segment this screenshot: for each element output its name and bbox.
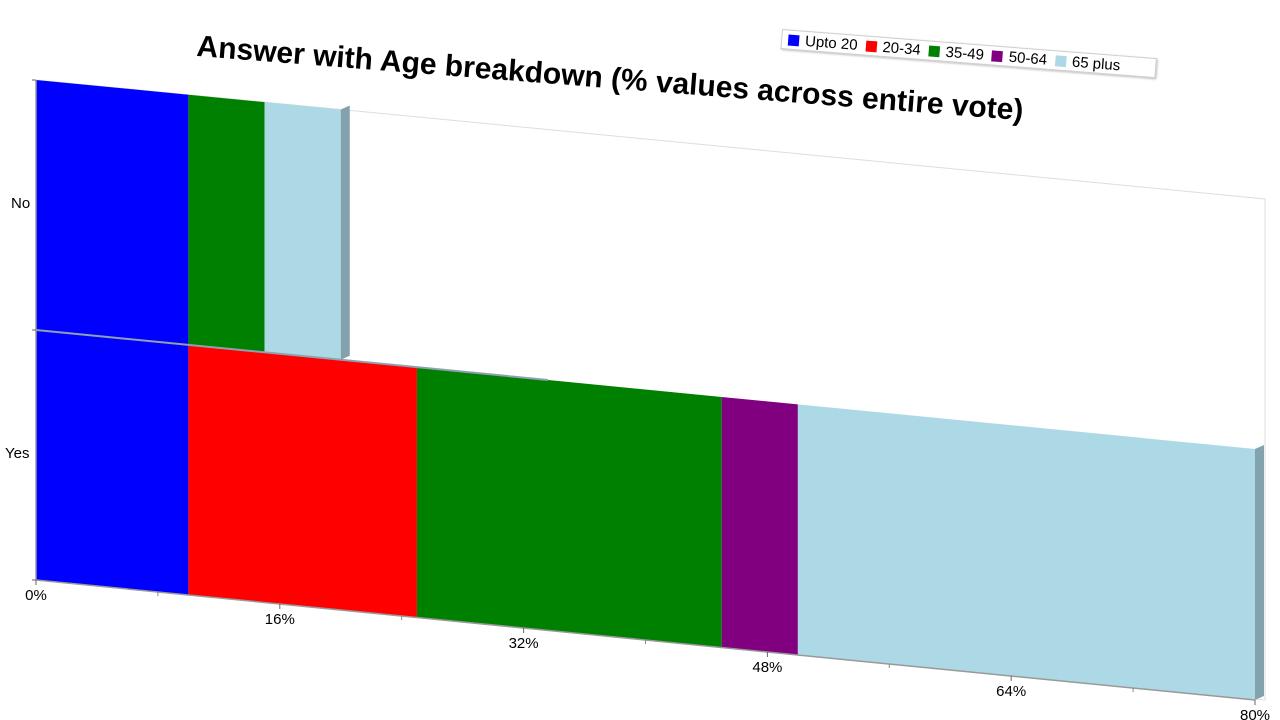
x-tick-label: 48%	[752, 659, 782, 676]
bar-side-face	[340, 105, 350, 360]
x-tick-label: 32%	[509, 635, 539, 652]
x-tick-label: 0%	[25, 587, 47, 604]
bar-segment	[797, 404, 1255, 700]
bar-segment	[36, 330, 189, 595]
x-tick-label: 80%	[1240, 707, 1270, 720]
x-tick-label: 16%	[265, 611, 295, 628]
category-label-yes: Yes	[5, 445, 30, 462]
bar-segment	[188, 94, 265, 353]
bar-side-face	[1255, 445, 1264, 700]
band-divider	[35, 329, 549, 381]
category-label-no: No	[11, 195, 31, 212]
bar-segment	[416, 367, 722, 648]
x-tick-label: 64%	[996, 683, 1026, 700]
bar-segment	[188, 344, 417, 618]
bar-segment	[721, 396, 798, 655]
bar-segment	[264, 102, 341, 360]
bar-segment	[36, 80, 189, 345]
